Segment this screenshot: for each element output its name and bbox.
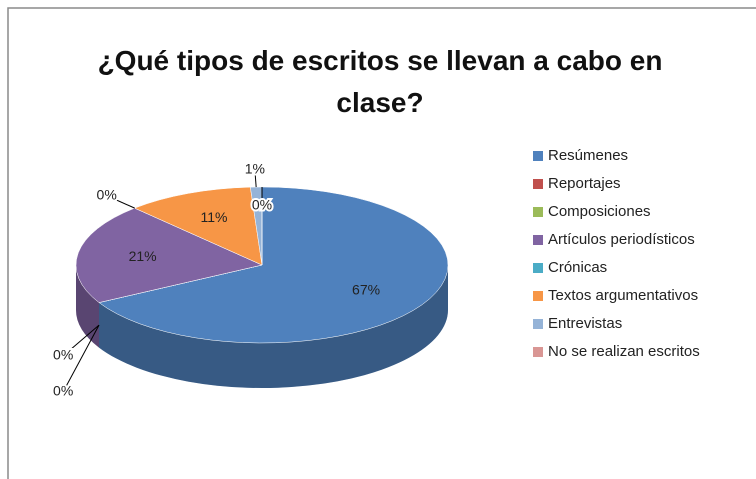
slice-side-shade <box>99 265 449 388</box>
leader-line <box>62 324 100 393</box>
legend-swatch <box>533 291 543 301</box>
legend-swatch <box>533 263 543 273</box>
leader-line <box>62 324 100 357</box>
leader-line <box>254 169 257 188</box>
data-label: 0% <box>97 186 117 202</box>
data-label: 0% <box>252 197 272 213</box>
data-label: 21% <box>129 248 157 264</box>
legend-label: Composiciones <box>548 203 651 220</box>
legend-label: Artículos periodísticos <box>548 231 695 248</box>
slice <box>134 186 263 266</box>
legend-label: Reportajes <box>548 175 621 192</box>
legend-label: No se realizan escritos <box>548 343 700 360</box>
chart-frame <box>7 7 756 479</box>
leader-line <box>106 195 135 209</box>
slice <box>75 207 263 303</box>
legend-swatch <box>533 235 543 245</box>
data-label: 0% <box>53 383 73 399</box>
slice <box>98 186 449 344</box>
data-label: 0% <box>53 347 73 363</box>
data-label: 1% <box>245 161 265 177</box>
slice-side-shade <box>76 265 100 348</box>
legend-swatch <box>533 151 543 161</box>
data-label: 11% <box>200 209 227 225</box>
chart-title: ¿Qué tipos de escritos se llevan a cabo … <box>97 45 663 118</box>
slice-side <box>99 265 449 388</box>
data-label: 67% <box>352 282 380 298</box>
legend-label: Entrevistas <box>548 315 622 332</box>
legend-swatch <box>533 347 543 357</box>
legend-label: Resúmenes <box>548 147 628 164</box>
slice-side <box>76 265 100 348</box>
legend-swatch <box>533 207 543 217</box>
legend-swatch <box>533 179 543 189</box>
legend-swatch <box>533 319 543 329</box>
legend-label: Crónicas <box>548 259 607 276</box>
legend-label: Textos argumentativos <box>548 287 698 304</box>
